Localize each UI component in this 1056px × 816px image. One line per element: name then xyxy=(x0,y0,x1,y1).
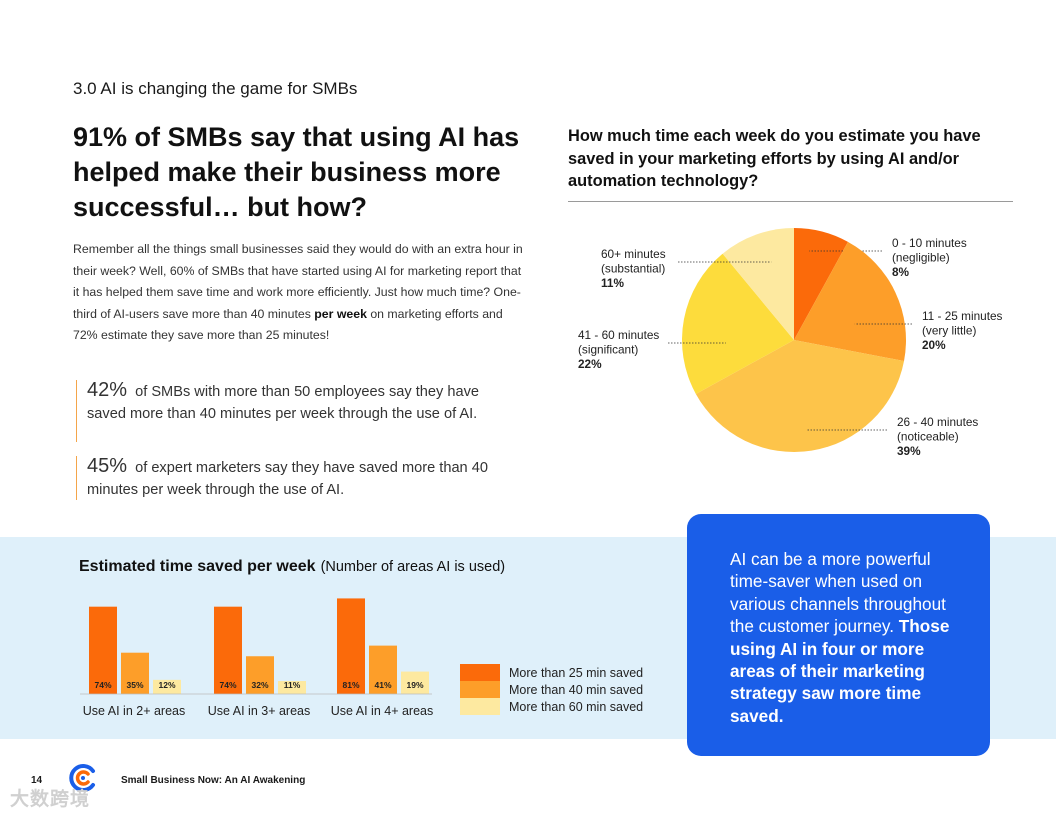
pie-chart-question: How much time each week do you estimate … xyxy=(568,127,981,191)
pie-label-sub: (substantial) xyxy=(601,262,665,276)
pie-label: 11 - 25 minutes (very little) 20% xyxy=(922,309,1003,352)
pie-label-range: 11 - 25 minutes xyxy=(922,309,1003,323)
stat-callout-experts: 45% of expert marketers say they have sa… xyxy=(76,455,516,500)
pie-label: 0 - 10 minutes (negligible) 8% xyxy=(892,236,967,279)
pie-label-sub: (negligible) xyxy=(892,251,950,265)
pie-label: 41 - 60 minutes (significant) 22% xyxy=(578,328,659,371)
bar-category-label: Use AI in 4+ areas xyxy=(331,704,434,718)
page-number: 14 xyxy=(31,775,43,786)
bar-chart-title: Estimated time saved per week (Number of … xyxy=(79,558,505,575)
bar-data-label: 19% xyxy=(406,680,423,690)
pie-label: 60+ minutes (substantial) 11% xyxy=(601,247,666,290)
pie-label-value: 39% xyxy=(897,444,921,458)
pie-label-sub: (significant) xyxy=(578,343,638,357)
bar-data-label: 81% xyxy=(342,680,359,690)
bar xyxy=(401,671,429,694)
legend-swatch xyxy=(460,698,500,715)
bar xyxy=(246,656,274,694)
stat-callout-employees: 42% of SMBs with more than 50 employees … xyxy=(76,379,516,442)
bar-category-label: Use AI in 2+ areas xyxy=(83,704,186,718)
body-text-bold: per week xyxy=(314,306,367,321)
divider xyxy=(568,201,1013,202)
pie-slice xyxy=(695,340,905,452)
bar-data-label: 41% xyxy=(374,680,391,690)
legend-swatch xyxy=(460,664,500,681)
body-paragraph: Remember all the things small businesses… xyxy=(73,239,525,347)
pie-slice xyxy=(794,228,848,340)
key-insight-callout: AI can be a more powerful time-saver whe… xyxy=(687,514,990,756)
pie-label-value: 20% xyxy=(922,338,946,352)
pie-label-value: 22% xyxy=(578,357,602,371)
callout-bold-text: Those using AI in four or more areas of … xyxy=(730,616,950,726)
body-text-part2: on marketing efforts and 72% estimate th… xyxy=(73,306,503,343)
pie-label-sub: (noticeable) xyxy=(897,430,959,444)
pie-label-range: 60+ minutes xyxy=(601,247,666,261)
bar xyxy=(369,645,397,694)
legend-label: More than 40 min saved xyxy=(509,683,643,697)
stat-percent: 45% xyxy=(87,455,128,477)
bar xyxy=(121,652,149,694)
pie-label-value: 11% xyxy=(601,276,624,290)
pie-chart: 0 - 10 minutes (negligible) 8% 11 - 25 minu… xyxy=(578,228,1003,458)
bar-data-label: 12% xyxy=(158,680,175,690)
legend-label: More than 60 min saved xyxy=(509,700,643,714)
bar-data-label: 74% xyxy=(94,680,111,690)
bar-chart: Estimated time saved per week (Number of … xyxy=(79,558,643,718)
bar xyxy=(278,681,306,694)
stat-text: of expert marketers say they have saved … xyxy=(87,460,488,498)
pie-label-range: 0 - 10 minutes xyxy=(892,236,967,250)
section-label: 3.0 AI is changing the game for SMBs xyxy=(73,79,358,98)
pie-label-value: 8% xyxy=(892,265,910,279)
stat-text: of SMBs with more than 50 employees say … xyxy=(87,384,480,422)
pie-slice xyxy=(682,253,794,394)
bar-data-label: 35% xyxy=(126,680,143,690)
bar-data-label: 11% xyxy=(284,680,301,690)
bar xyxy=(337,598,365,694)
bar-category-label: Use AI in 3+ areas xyxy=(208,704,311,718)
callout-text: AI can be a more powerful time-saver whe… xyxy=(730,549,946,637)
bar xyxy=(153,679,181,694)
bar-data-label: 74% xyxy=(219,680,236,690)
pie-label-range: 41 - 60 minutes xyxy=(578,328,659,342)
pie-label-range: 26 - 40 minutes xyxy=(897,415,978,429)
page-headline: 91% of SMBs say that using AI has helped… xyxy=(73,122,520,222)
pie-slice xyxy=(722,228,794,340)
watermark: 大数跨境 xyxy=(10,789,91,810)
bar-chart-title-bold: Estimated time saved per week xyxy=(79,558,316,575)
stat-percent: 42% xyxy=(87,379,128,401)
pie-label-sub: (very little) xyxy=(922,324,976,338)
body-text-part1: Remember all the things small businesses… xyxy=(73,242,523,321)
legend-swatch xyxy=(460,681,500,698)
legend-label: More than 25 min saved xyxy=(509,666,643,680)
pie-slice xyxy=(794,241,906,361)
bar-data-label: 32% xyxy=(251,680,268,690)
bar xyxy=(89,606,117,694)
bar xyxy=(214,606,242,694)
bar-chart-title-normal: (Number of areas AI is used) xyxy=(321,559,506,575)
pie-label: 26 - 40 minutes (noticeable) 39% xyxy=(897,415,978,458)
footer-title: Small Business Now: An AI Awakening xyxy=(121,775,306,786)
brand-logo-icon xyxy=(69,764,95,792)
